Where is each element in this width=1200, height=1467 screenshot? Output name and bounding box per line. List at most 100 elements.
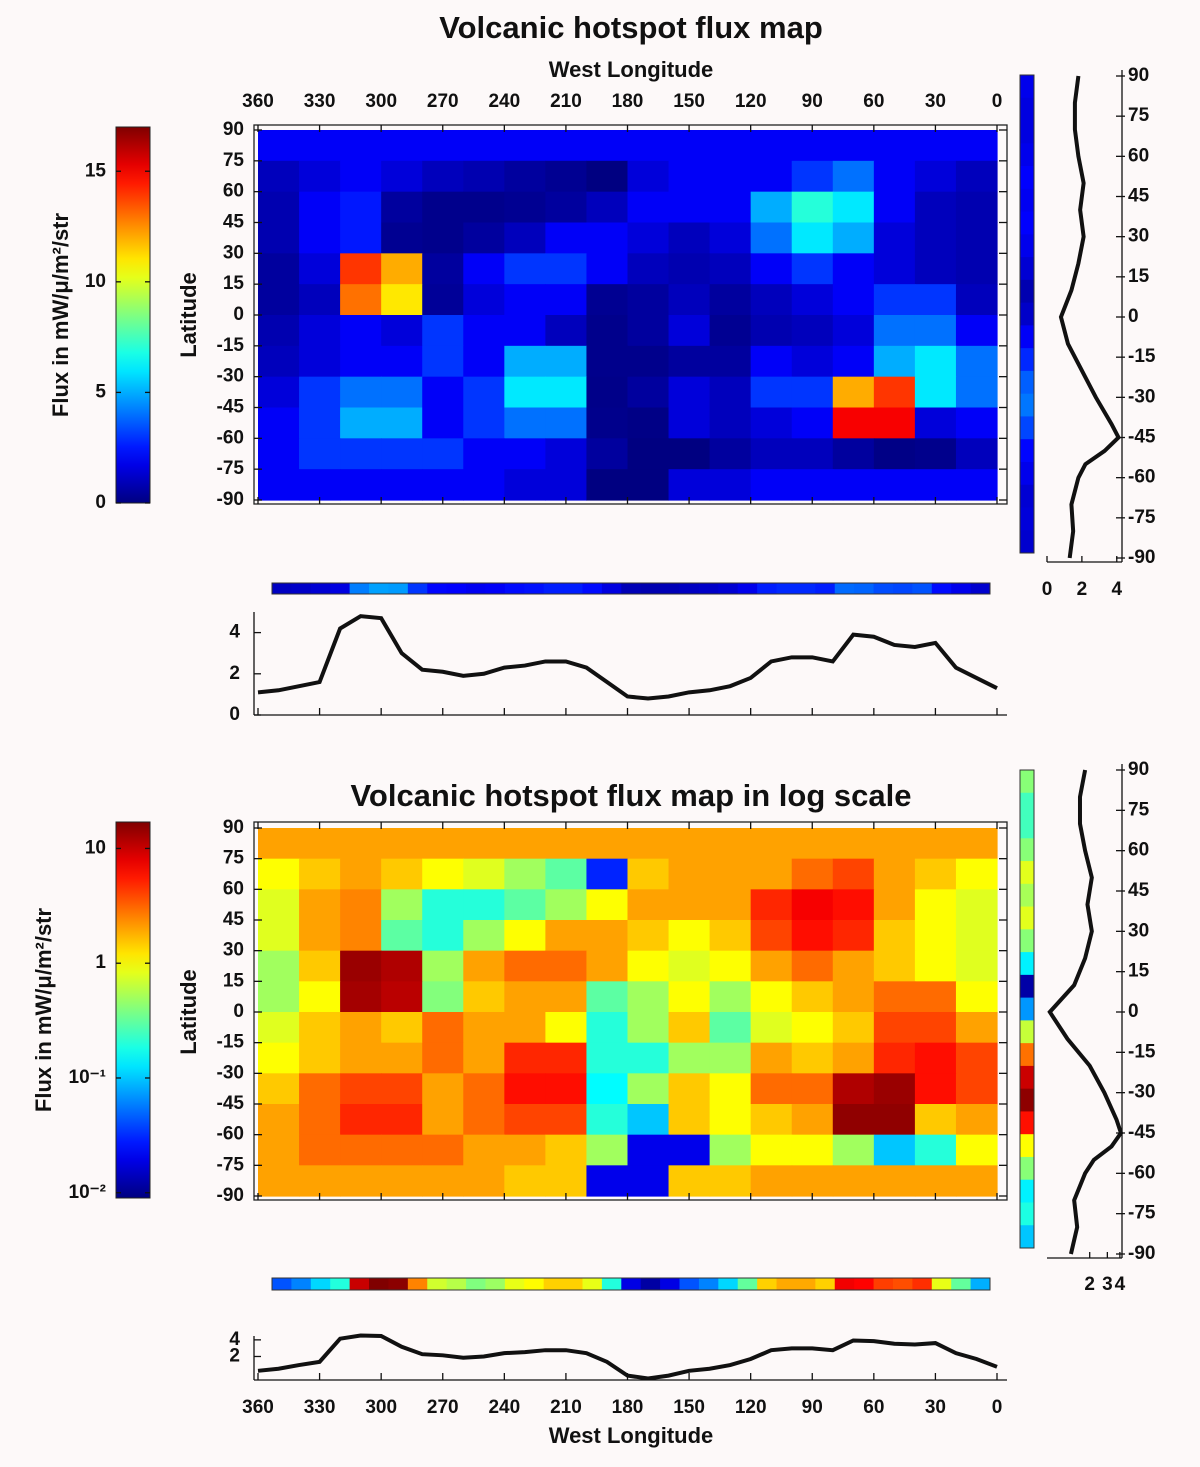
- heat-cell: [258, 253, 300, 285]
- heat-cell: [832, 130, 875, 162]
- heat-cell: [504, 1134, 546, 1166]
- strip-cell: [388, 1278, 409, 1290]
- heat-cell: [668, 828, 711, 860]
- heat-cell: [381, 222, 423, 254]
- y-tick-label: -60: [217, 427, 244, 448]
- heat-cell: [914, 1134, 957, 1166]
- strip-cell: [349, 583, 370, 594]
- heat-cell: [709, 160, 752, 193]
- y-tick-label: 75: [223, 848, 245, 869]
- y-tick-label: 45: [1128, 186, 1150, 207]
- heat-cell: [627, 858, 670, 890]
- heat-cell: [381, 981, 423, 1013]
- strip-cell: [1020, 997, 1034, 1021]
- x-tick-label: 210: [550, 91, 582, 112]
- heat-cell: [750, 1165, 793, 1197]
- heat-cell: [258, 828, 300, 860]
- colorbar-tick-label: 10: [85, 271, 106, 292]
- heat-cell: [873, 253, 916, 285]
- heat-cell: [381, 1042, 423, 1074]
- strip-cell: [543, 583, 564, 594]
- strip-cell: [563, 1278, 583, 1290]
- strip-cell: [407, 583, 428, 594]
- heat-cell: [422, 1104, 464, 1136]
- heat-cell: [299, 345, 341, 378]
- heat-cell: [340, 920, 382, 952]
- heat-cell: [299, 920, 341, 952]
- heat-cell: [381, 376, 423, 409]
- strip-cell: [330, 583, 351, 594]
- strip-cell: [543, 1278, 564, 1290]
- strip-cell: [1020, 1179, 1034, 1203]
- heat-cell: [914, 920, 957, 952]
- x-tick-label: 360: [242, 91, 274, 112]
- y-tick-label: -75: [1128, 1203, 1156, 1224]
- heat-cell: [545, 160, 588, 193]
- heat-cell: [832, 889, 875, 921]
- strip-cell: [757, 1278, 778, 1290]
- heat-cell: [668, 284, 711, 316]
- heat-cell: [545, 1134, 588, 1166]
- strip-frame: [1019, 74, 1035, 554]
- y-tick-label: 4: [229, 622, 240, 643]
- heat-cell: [750, 315, 793, 347]
- x-tick-label: 270: [427, 1397, 459, 1418]
- heat-cell: [709, 1165, 752, 1197]
- y-tick-label: 60: [1128, 145, 1149, 166]
- heat-cell: [381, 1012, 423, 1044]
- x-tick-label: 180: [612, 91, 644, 112]
- heat-cell: [668, 1042, 711, 1074]
- heat-cell: [340, 981, 382, 1013]
- heat-cell: [545, 376, 588, 409]
- heat-cell: [873, 130, 916, 162]
- heat-cell: [545, 889, 588, 921]
- heat-cell: [422, 1042, 464, 1074]
- heat-cell: [422, 222, 464, 254]
- heat-cell: [504, 407, 546, 439]
- heat-cell: [709, 130, 752, 162]
- y-tick-label: -45: [217, 397, 245, 418]
- heat-cell: [463, 438, 505, 470]
- heat-cell: [832, 1134, 875, 1166]
- strip-cell: [310, 583, 331, 594]
- heat-cell: [750, 828, 793, 860]
- heat-cell: [709, 253, 752, 285]
- strip-cell: [698, 583, 719, 594]
- heat-cell: [668, 222, 711, 254]
- heat-cell: [873, 315, 916, 347]
- strip-cell: [621, 583, 642, 594]
- heat-cell: [422, 1012, 464, 1044]
- heat-cell: [504, 858, 546, 890]
- y-axis-label: Latitude: [176, 969, 201, 1055]
- heat-cell: [955, 1165, 998, 1197]
- y-tick-label: 60: [1128, 840, 1149, 861]
- heat-cell: [750, 1012, 793, 1044]
- heat-cell: [750, 222, 793, 254]
- strip-cell: [485, 1278, 506, 1290]
- strip-cell: [640, 583, 661, 594]
- heat-cell: [422, 130, 464, 162]
- heat-cell: [873, 407, 916, 439]
- heat-cell: [914, 981, 957, 1013]
- heat-cell: [586, 160, 629, 193]
- heat-cell: [750, 920, 793, 952]
- heat-cell: [545, 1165, 588, 1197]
- heat-cell: [914, 469, 957, 501]
- heat-cell: [668, 858, 711, 890]
- heat-cell: [914, 438, 957, 470]
- strip-cell: [1020, 1225, 1034, 1249]
- heat-cell: [504, 438, 546, 470]
- x-tick-label: 2: [1077, 579, 1088, 600]
- heat-cell: [709, 920, 752, 952]
- heat-cell: [586, 1012, 629, 1044]
- heat-cell: [709, 889, 752, 921]
- heat-cell: [709, 222, 752, 254]
- strip-cell: [1020, 1088, 1034, 1112]
- strip-cell: [1020, 1202, 1034, 1226]
- heat-cell: [586, 1042, 629, 1074]
- heat-cell: [832, 858, 875, 890]
- strip-cell: [1020, 188, 1034, 213]
- y-tick-label: -75: [1128, 507, 1156, 528]
- strip-cell: [1020, 143, 1034, 167]
- heat-cell: [258, 858, 300, 890]
